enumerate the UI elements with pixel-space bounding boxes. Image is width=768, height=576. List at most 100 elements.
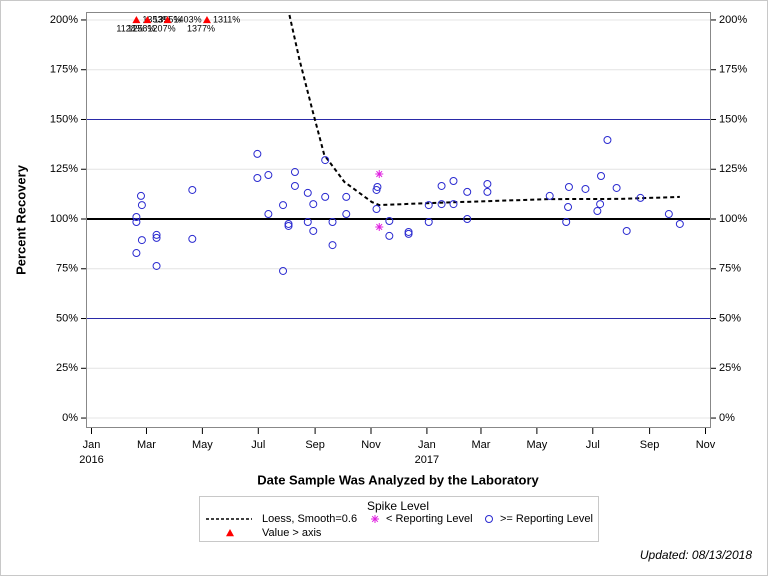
x-year-label: 2016 — [79, 454, 103, 466]
point — [375, 170, 384, 179]
point — [385, 216, 394, 225]
x-tick-label: Nov — [696, 439, 716, 451]
point — [404, 227, 413, 236]
off-axis-marker — [202, 15, 211, 24]
point — [372, 205, 381, 214]
point — [463, 215, 472, 224]
y2-tick-label: 175% — [719, 64, 747, 76]
point — [545, 191, 554, 200]
y2-tick-label: 150% — [719, 113, 747, 125]
point — [264, 210, 273, 219]
y2-tick-label: 125% — [719, 163, 747, 175]
x-tick-label: Nov — [361, 439, 381, 451]
point — [342, 210, 351, 219]
point — [636, 193, 645, 202]
point — [437, 200, 446, 209]
y2-tick-label: 0% — [719, 412, 735, 424]
point — [603, 135, 612, 144]
off-axis-marker — [163, 15, 172, 24]
point — [596, 200, 605, 209]
point — [449, 200, 458, 209]
data-label: 1403% — [174, 14, 202, 24]
point — [562, 217, 571, 226]
y-tick-label: 25% — [56, 362, 78, 374]
x-axis-title: Date Sample Was Analyzed by the Laborato… — [257, 472, 539, 487]
point — [309, 226, 318, 235]
point — [342, 192, 351, 201]
point — [622, 226, 631, 235]
legend-box — [199, 496, 599, 542]
data-label: 1128% — [116, 23, 143, 33]
point — [483, 187, 492, 196]
legend-title: Spike Level — [367, 499, 429, 513]
y-tick-label: 0% — [62, 412, 78, 424]
point — [404, 229, 413, 238]
point — [137, 236, 146, 245]
point — [581, 184, 590, 193]
point — [137, 201, 146, 210]
point — [303, 217, 312, 226]
x-tick-label: Jan — [418, 439, 436, 451]
data-label: 1353% — [142, 14, 170, 24]
plot-area — [86, 12, 711, 428]
point — [321, 192, 330, 201]
legend-label: Value > axis — [262, 527, 322, 539]
point — [284, 219, 293, 228]
x-tick-label: Sep — [640, 439, 660, 451]
y2-tick-label: 75% — [719, 263, 741, 275]
point — [290, 181, 299, 190]
y2-tick-label: 50% — [719, 312, 741, 324]
loess-line — [288, 14, 680, 207]
off-axis-marker — [132, 15, 141, 24]
point — [385, 231, 394, 240]
legend-label: Loess, Smooth=0.6 — [262, 513, 357, 525]
point — [253, 174, 262, 183]
y-tick-label: 100% — [50, 213, 78, 225]
point — [152, 233, 161, 242]
data-label: 1311% — [213, 14, 240, 24]
point — [597, 172, 606, 181]
point — [279, 201, 288, 210]
point — [279, 266, 288, 275]
y-tick-label: 200% — [50, 14, 78, 26]
data-label: 1377% — [187, 23, 215, 33]
point — [664, 210, 673, 219]
point — [612, 183, 621, 192]
point — [373, 182, 382, 191]
point — [449, 176, 458, 185]
data-label: 1258% — [127, 23, 155, 33]
point — [188, 234, 197, 243]
y-axis-title: Percent Recovery — [13, 164, 28, 275]
point — [463, 187, 472, 196]
y2-tick-label: 100% — [719, 213, 747, 225]
legend-label: >= Reporting Level — [500, 513, 593, 525]
point — [483, 179, 492, 188]
point — [253, 149, 262, 158]
x-tick-label: Mar — [137, 439, 156, 451]
point — [132, 213, 141, 222]
x-tick-label: May — [526, 439, 547, 451]
legend-swatch — [371, 515, 379, 523]
y-tick-label: 50% — [56, 312, 78, 324]
y-tick-label: 125% — [50, 163, 78, 175]
x-year-label: 2017 — [415, 454, 439, 466]
legend-label: < Reporting Level — [386, 513, 473, 525]
x-tick-label: Jul — [586, 439, 600, 451]
point — [424, 201, 433, 210]
point — [188, 185, 197, 194]
footnote: Updated: 08/13/2018 — [640, 548, 752, 562]
point — [593, 207, 602, 216]
y2-tick-label: 25% — [719, 362, 741, 374]
x-tick-label: Jul — [251, 439, 265, 451]
point — [264, 171, 273, 180]
point — [152, 230, 161, 239]
point — [132, 249, 141, 258]
legend-swatch — [226, 529, 234, 537]
point — [132, 217, 141, 226]
point — [328, 241, 337, 250]
y-tick-label: 150% — [50, 113, 78, 125]
point — [284, 221, 293, 230]
point — [290, 168, 299, 177]
